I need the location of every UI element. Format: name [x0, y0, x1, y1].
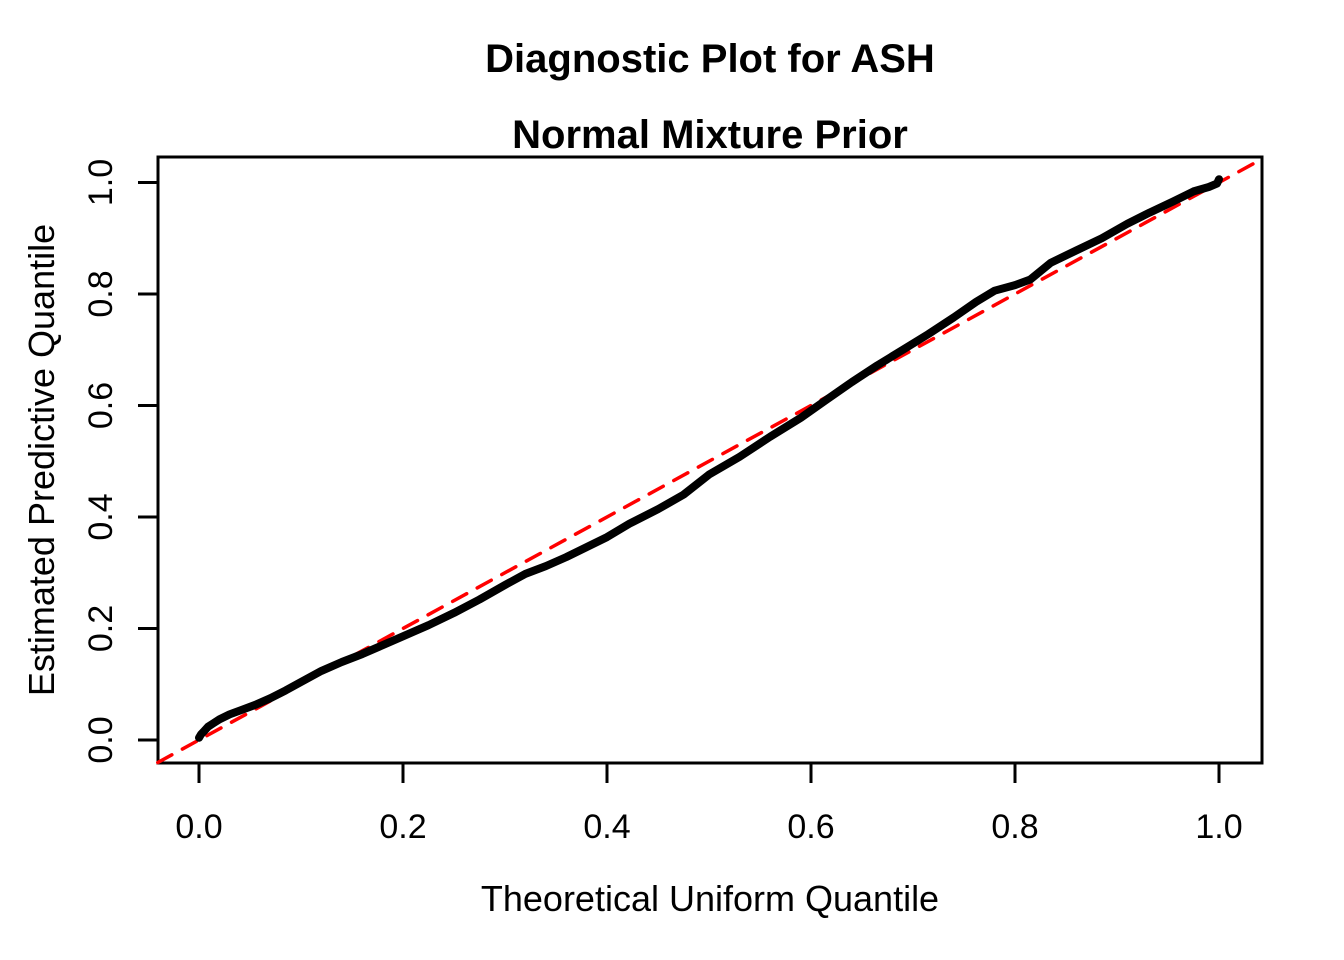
y-axis-tick-label: 0.4 — [82, 493, 120, 540]
chart-title: Diagnostic Plot for ASH Normal Mixture P… — [158, 37, 1262, 157]
y-axis-tick-label: 0.2 — [82, 605, 120, 652]
chart-title-line-2: Normal Mixture Prior — [512, 113, 908, 157]
x-axis-tick-label: 0.4 — [583, 808, 630, 846]
y-axis-tick-label: 0.0 — [82, 716, 120, 763]
chart-title-line-1: Diagnostic Plot for ASH — [485, 37, 935, 81]
x-axis-tick-label: 1.0 — [1195, 808, 1242, 846]
x-axis-tick-label: 0.6 — [787, 808, 834, 846]
y-axis-tick-label: 1.0 — [82, 159, 120, 206]
y-axis-tick-label: 0.8 — [82, 270, 120, 317]
plot-frame — [156, 155, 1264, 765]
y-axis-tick-label: 0.6 — [82, 382, 120, 429]
x-axis-tick-label: 0.2 — [379, 808, 426, 846]
x-axis-tick-label: 0.0 — [175, 808, 222, 846]
y-axis-title: Estimated Predictive Quantile — [21, 223, 62, 697]
estimated-predictive-quantile-curve — [195, 175, 1223, 742]
x-axis-title: Theoretical Uniform Quantile — [480, 878, 940, 919]
x-axis-tick-label: 0.8 — [991, 808, 1038, 846]
